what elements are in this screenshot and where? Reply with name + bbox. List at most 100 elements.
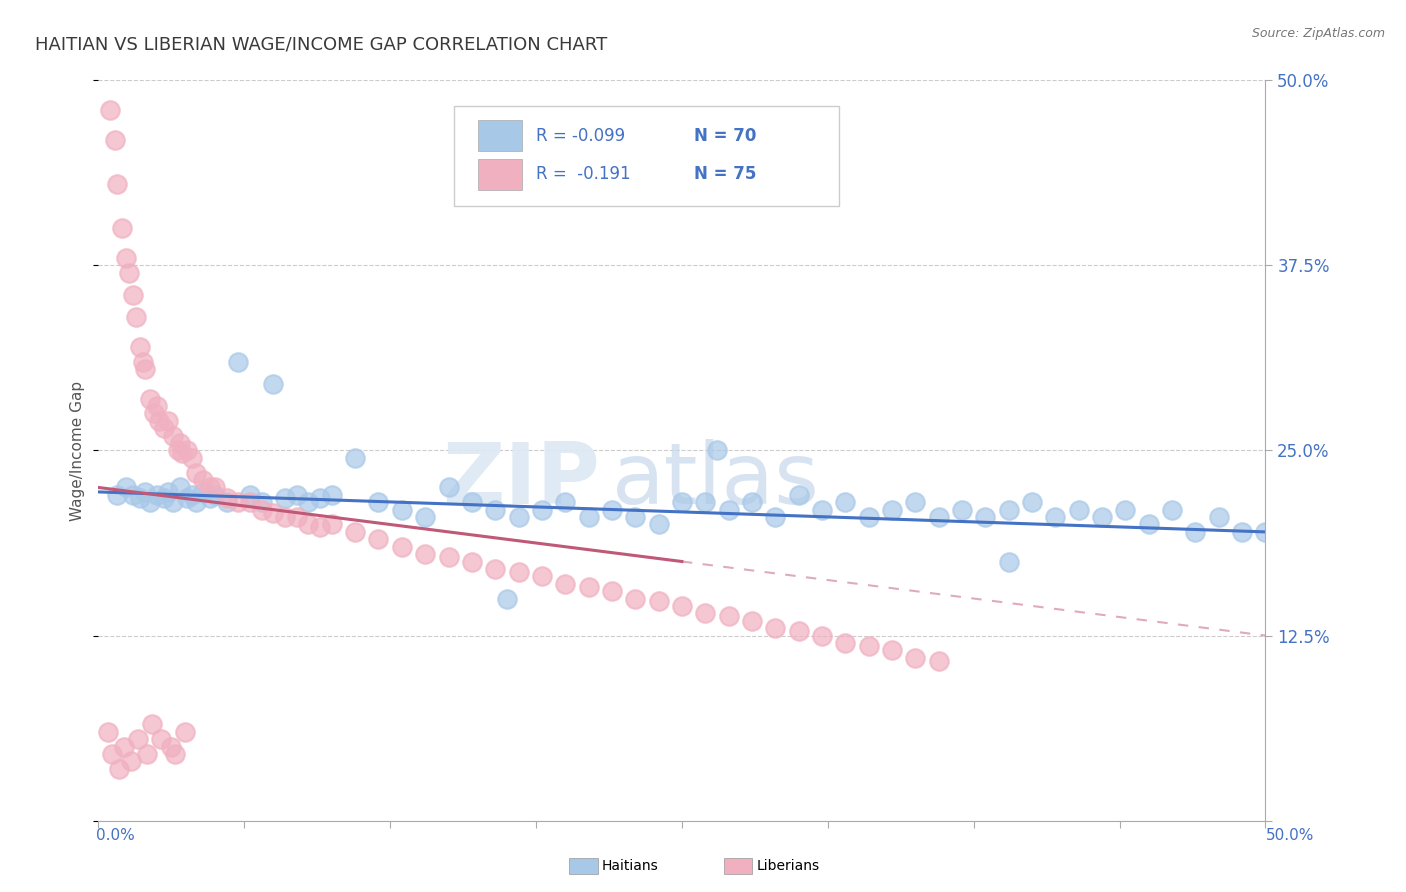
Point — [157, 414, 180, 428]
Point — [647, 594, 669, 608]
Point — [695, 607, 717, 621]
Point — [1184, 524, 1206, 539]
Point — [159, 739, 181, 754]
FancyBboxPatch shape — [478, 159, 522, 190]
Point — [717, 609, 740, 624]
Point — [578, 510, 600, 524]
Point — [974, 510, 997, 524]
Point — [741, 614, 763, 628]
Point — [554, 576, 576, 591]
Point — [880, 502, 903, 516]
Point — [239, 488, 262, 502]
Point — [215, 491, 238, 505]
Point — [143, 407, 166, 421]
Point — [834, 636, 856, 650]
Point — [950, 502, 973, 516]
Point — [496, 591, 519, 606]
Point — [928, 654, 950, 668]
Point — [367, 495, 389, 509]
Point — [101, 747, 124, 761]
Point — [150, 732, 173, 747]
Point — [1091, 510, 1114, 524]
Point — [285, 488, 308, 502]
Point — [108, 762, 131, 776]
Point — [228, 495, 250, 509]
Point — [176, 443, 198, 458]
Point — [1254, 524, 1277, 539]
Point — [204, 488, 226, 502]
Point — [129, 340, 152, 354]
Point — [162, 495, 184, 509]
Point — [134, 362, 156, 376]
Point — [146, 488, 169, 502]
Point — [1161, 502, 1184, 516]
Point — [262, 376, 284, 391]
Point — [763, 510, 786, 524]
Point — [146, 399, 169, 413]
Point — [461, 495, 484, 509]
Point — [134, 484, 156, 499]
Point — [647, 517, 669, 532]
Point — [321, 517, 343, 532]
Text: N = 70: N = 70 — [693, 127, 756, 145]
Text: ZIP: ZIP — [443, 439, 600, 522]
Point — [111, 221, 134, 235]
Point — [125, 310, 148, 325]
Point — [706, 443, 728, 458]
Point — [122, 488, 145, 502]
Point — [180, 450, 202, 465]
Point — [180, 488, 202, 502]
Point — [186, 466, 208, 480]
Point — [262, 506, 284, 520]
Point — [250, 495, 273, 509]
Point — [239, 495, 262, 509]
Point — [904, 650, 927, 665]
Point — [508, 510, 530, 524]
Point — [309, 491, 332, 505]
Point — [1067, 502, 1090, 516]
Point — [624, 510, 647, 524]
Point — [671, 495, 693, 509]
Point — [763, 621, 786, 635]
Point — [1045, 510, 1067, 524]
Point — [157, 484, 180, 499]
Point — [413, 547, 436, 561]
Point — [309, 520, 332, 534]
Point — [858, 510, 880, 524]
Point — [928, 510, 950, 524]
Text: atlas: atlas — [612, 439, 820, 522]
Point — [169, 480, 191, 494]
Point — [413, 510, 436, 524]
Point — [858, 639, 880, 653]
Point — [997, 502, 1019, 516]
Point — [139, 495, 162, 509]
Point — [136, 747, 159, 761]
Point — [344, 524, 367, 539]
Point — [461, 555, 484, 569]
Point — [166, 443, 188, 458]
Point — [200, 491, 222, 505]
Point — [391, 540, 413, 554]
Point — [695, 495, 717, 509]
Point — [228, 354, 250, 368]
Point — [437, 550, 460, 565]
Point — [437, 480, 460, 494]
Point — [104, 132, 127, 146]
Point — [97, 724, 120, 739]
Point — [215, 495, 238, 509]
Point — [554, 495, 576, 509]
Point — [132, 354, 155, 368]
Point — [880, 643, 903, 657]
Point — [204, 480, 226, 494]
Point — [105, 177, 128, 191]
Point — [367, 533, 389, 547]
Point — [717, 502, 740, 516]
Text: N = 75: N = 75 — [693, 165, 756, 183]
Point — [834, 495, 856, 509]
Point — [250, 502, 273, 516]
Point — [624, 591, 647, 606]
Point — [1021, 495, 1043, 509]
Text: HAITIAN VS LIBERIAN WAGE/INCOME GAP CORRELATION CHART: HAITIAN VS LIBERIAN WAGE/INCOME GAP CORR… — [35, 36, 607, 54]
Text: 50.0%: 50.0% — [1267, 828, 1315, 843]
Point — [787, 488, 810, 502]
